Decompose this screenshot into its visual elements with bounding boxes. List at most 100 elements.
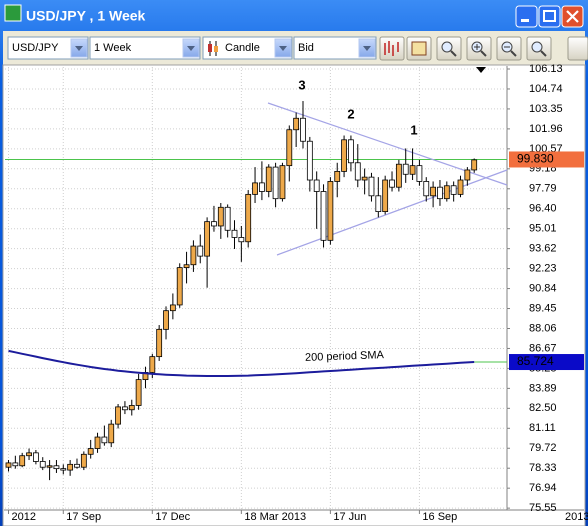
annotation: 2 xyxy=(347,106,354,121)
y-tick-label: 97.79 xyxy=(529,183,557,195)
candle-body xyxy=(313,179,320,192)
candle-body xyxy=(389,179,395,188)
period-text: 1 Week xyxy=(94,42,132,54)
y-tick-label: 82.50 xyxy=(529,402,557,414)
candle-body xyxy=(32,452,39,462)
dropdown-arrow xyxy=(75,46,83,51)
side-text: Bid xyxy=(298,42,314,54)
zoom-icon xyxy=(540,50,547,57)
y-tick-label: 83.89 xyxy=(529,382,557,394)
x-tick-label: 17 Jun xyxy=(333,511,366,523)
dropdown-arrow xyxy=(187,46,195,51)
candle-body xyxy=(53,465,60,470)
price-marker-label: 99.830 xyxy=(517,152,554,166)
candle-body xyxy=(74,463,80,468)
candle-body xyxy=(5,462,12,468)
y-tick-label: 93.62 xyxy=(529,243,557,255)
zoom-icon xyxy=(450,50,457,57)
candle-body xyxy=(334,170,341,182)
candle-body xyxy=(368,176,375,197)
y-tick-label: 101.96 xyxy=(529,123,563,135)
sma-line xyxy=(8,349,475,377)
candle-body xyxy=(163,310,169,330)
x-tick-label: 16 Sep xyxy=(422,511,457,523)
label-layer: 106.13104.74103.35101.96100.5799.1897.79… xyxy=(12,63,588,523)
y-tick-label: 106.13 xyxy=(529,63,563,75)
minimize-icon xyxy=(521,19,529,22)
candle-body xyxy=(430,186,437,197)
candle-body xyxy=(149,356,156,373)
icon-body xyxy=(214,46,218,52)
candle-body xyxy=(272,166,279,200)
candle-body xyxy=(26,452,32,457)
symbol-select[interactable] xyxy=(7,36,89,60)
candle-body xyxy=(252,182,258,195)
tool-button[interactable] xyxy=(379,36,405,61)
tool-icon xyxy=(384,41,399,56)
x-tick-label: 2013 xyxy=(565,511,588,523)
tool-button[interactable] xyxy=(567,36,588,61)
zoom-icon xyxy=(441,41,453,53)
x-tick-label: 17 Sep xyxy=(66,511,101,523)
price-marker-label: 85.724 xyxy=(517,354,554,368)
candle-body xyxy=(293,117,300,131)
candle-body xyxy=(169,304,176,312)
candle-body xyxy=(286,129,293,167)
candle-body xyxy=(217,206,224,227)
candle-body xyxy=(341,139,347,172)
candle-body xyxy=(46,465,53,468)
candle-body xyxy=(265,166,272,192)
candle-body xyxy=(300,117,306,142)
y-tick-label: 76.94 xyxy=(529,482,557,494)
candle-body xyxy=(122,406,128,411)
candle-body xyxy=(402,163,409,175)
candle-body xyxy=(67,463,74,471)
window-title: USD/JPY , 1 Week xyxy=(26,8,146,24)
y-tick-label: 79.72 xyxy=(529,442,557,454)
candle-body xyxy=(60,468,67,471)
candle-body xyxy=(176,267,183,306)
candle-body xyxy=(211,221,217,227)
candle-body xyxy=(135,379,142,406)
close-icon xyxy=(566,10,579,23)
candle-body xyxy=(279,165,286,200)
candle-body xyxy=(204,221,211,257)
trendline xyxy=(276,169,508,256)
y-tick-label: 96.40 xyxy=(529,203,557,215)
y-tick-label: 103.35 xyxy=(529,103,563,115)
grid-layer xyxy=(5,67,510,514)
toolbar: USD/JPY 1 Week Candle Bid xyxy=(7,36,588,61)
minimize-button[interactable] xyxy=(515,5,538,28)
style-select[interactable] xyxy=(202,36,293,60)
candle-body xyxy=(437,186,443,200)
zoom-icon xyxy=(474,44,480,50)
candle-body xyxy=(327,181,334,241)
maximize-button[interactable] xyxy=(538,5,561,28)
x-tick-label: 17 Dec xyxy=(155,511,190,523)
candle-body xyxy=(464,169,471,181)
chart-area xyxy=(2,64,586,526)
candle-body xyxy=(238,237,245,243)
period-select[interactable] xyxy=(89,36,201,60)
side-select[interactable] xyxy=(293,36,377,60)
y-tick-label: 81.11 xyxy=(529,422,556,434)
candle-body xyxy=(443,185,450,200)
annotation: 1 xyxy=(410,122,417,137)
zoom-icon xyxy=(510,50,517,57)
candle-icon xyxy=(208,41,218,56)
candle-body xyxy=(197,245,204,257)
y-tick-label: 86.67 xyxy=(529,342,557,354)
y-tick-label: 89.45 xyxy=(529,302,557,314)
window-buttons xyxy=(515,5,584,28)
price-marker xyxy=(509,354,584,371)
y-tick-label: 88.06 xyxy=(529,322,557,334)
style-text: Candle xyxy=(225,42,260,54)
candle-body xyxy=(224,206,231,231)
candle-body xyxy=(416,165,423,182)
candle-body xyxy=(457,179,464,195)
zoom-icon xyxy=(531,41,543,53)
candle-body xyxy=(19,455,26,467)
candle-body xyxy=(94,436,101,449)
candle-body xyxy=(39,461,46,468)
